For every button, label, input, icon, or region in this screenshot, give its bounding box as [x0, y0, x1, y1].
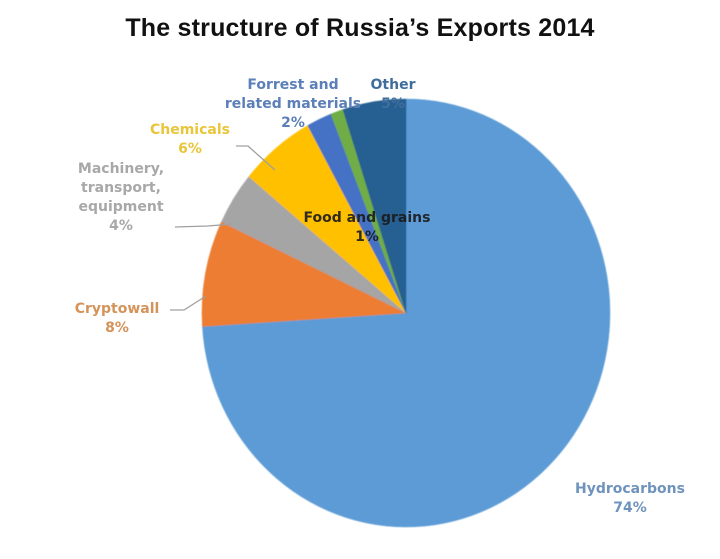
leader-line-cryptowall [170, 295, 207, 311]
label-forrest: Forrest and related materials 2% [218, 76, 368, 133]
label-hydrocarbons: Hydrocarbons 74% [560, 480, 700, 518]
leader-line-chemicals [236, 145, 276, 171]
label-food: Food and grains 1% [297, 209, 437, 247]
label-cryptowall-name: Cryptowall [74, 301, 160, 317]
label-machinery-pct: 4% [109, 218, 133, 234]
label-chemicals-pct: 6% [178, 141, 202, 157]
chart-title: The structure of Russia’s Exports 2014 [125, 14, 595, 42]
label-other: Other 5% [358, 76, 428, 114]
label-cryptowall-pct: 8% [105, 320, 129, 336]
label-food-name: Food and grains [303, 210, 431, 226]
label-chemicals: Chemicals 6% [140, 121, 240, 159]
label-hydrocarbons-name: Hydrocarbons [575, 481, 685, 497]
label-forrest-pct: 2% [281, 115, 305, 131]
pie-slice-other [342, 98, 407, 314]
label-cryptowall: Cryptowall 8% [62, 300, 172, 338]
pie-slices [201, 98, 611, 528]
label-hydrocarbons-pct: 74% [613, 500, 647, 516]
label-machinery-line2: transport, [81, 180, 161, 196]
label-forrest-line2: related materials [224, 96, 362, 112]
leader-lines [170, 145, 276, 311]
label-machinery-line3: equipment [78, 199, 164, 215]
label-forrest-line1: Forrest and [247, 77, 339, 93]
label-machinery: Machinery, transport, equipment 4% [60, 160, 182, 236]
pie-slice-cryptowall [201, 221, 407, 327]
label-other-name: Other [370, 77, 416, 93]
label-chemicals-name: Chemicals [149, 122, 230, 138]
label-machinery-line1: Machinery, [77, 161, 165, 177]
label-other-pct: 5% [381, 96, 405, 112]
label-food-pct: 1% [355, 229, 379, 245]
leader-line-machinery [174, 223, 233, 228]
